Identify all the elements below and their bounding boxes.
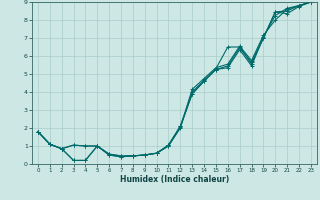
X-axis label: Humidex (Indice chaleur): Humidex (Indice chaleur): [120, 175, 229, 184]
